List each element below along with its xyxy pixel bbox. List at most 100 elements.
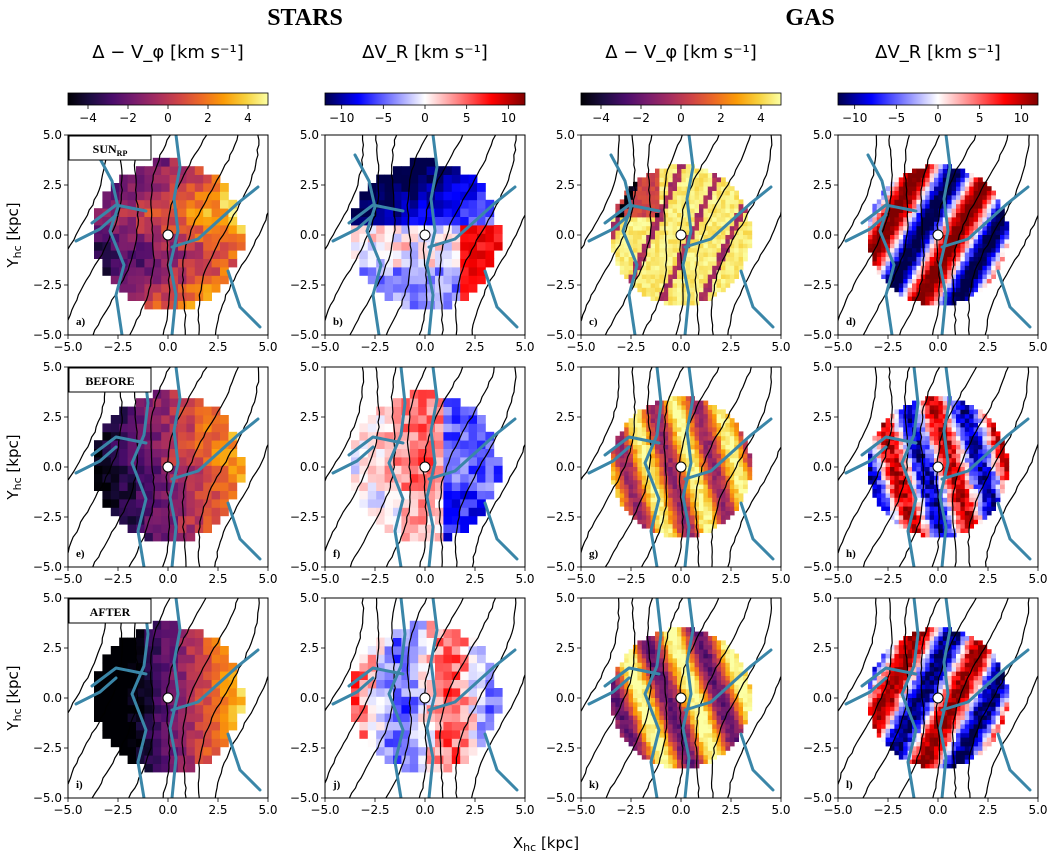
y-tick-label: −5.0 — [33, 791, 62, 805]
spiral-arm — [860, 435, 918, 457]
density-contour — [325, 598, 365, 712]
density-contour — [181, 598, 239, 798]
x-tick-label: 0.0 — [671, 803, 690, 817]
density-contour — [438, 367, 495, 567]
map-panel: −5.0 −2.5 0.0 2.5 5.0 5.0 2.5 0.0 −2.5 −5.0 d) — [803, 128, 1048, 354]
y-tick-label: −5.0 — [290, 328, 319, 342]
density-contour — [967, 135, 1030, 335]
svg-text:SUNRP: SUNRP — [93, 142, 128, 158]
y-tick-label: 5.0 — [43, 128, 62, 142]
x-tick-label: −2.5 — [360, 803, 389, 817]
y-tick-label: 5.0 — [43, 591, 62, 605]
colorbar-tick-label: 10 — [1014, 111, 1029, 125]
map-panel: −5.0 −2.5 0.0 2.5 5.0 5.0 2.5 0.0 −2.5 −5.0 j) — [290, 591, 535, 817]
density-contour — [951, 367, 1009, 567]
x-tick-label: 0.0 — [415, 340, 434, 354]
spiral-arm — [90, 435, 148, 457]
y-tick-label: 5.0 — [556, 591, 575, 605]
panel-label: f) — [333, 548, 341, 560]
density-contour — [581, 598, 636, 784]
density-contour — [470, 673, 525, 798]
spiral-arm — [681, 367, 695, 567]
y-tick-label: 2.5 — [556, 178, 575, 192]
sun-marker — [162, 692, 174, 704]
x-tick-label: −2.5 — [873, 803, 902, 817]
x-tick-label: 5.0 — [771, 803, 790, 817]
density-contour — [385, 367, 427, 567]
y-axis-label: Yhc [kpc] — [4, 202, 24, 268]
spiral-arm — [427, 648, 517, 712]
spiral-arm — [168, 598, 182, 798]
map-panel: −5.0 −2.5 0.0 2.5 5.0 5.0 2.5 0.0 −2.5 −5.0 i) AFTE… — [33, 591, 278, 817]
density-contour — [710, 367, 772, 567]
density-contour — [454, 598, 517, 798]
colorbar-tick-label: −4 — [79, 111, 97, 125]
y-tick-label: −2.5 — [803, 741, 832, 755]
spiral-arm — [860, 203, 918, 225]
y-tick-label: 2.5 — [556, 641, 575, 655]
density-contour — [967, 598, 1030, 798]
spiral-arm — [844, 445, 888, 475]
y-tick-label: 0.0 — [556, 691, 575, 705]
density-contour — [898, 598, 941, 798]
density-contour — [92, 135, 141, 335]
density-contour — [385, 598, 428, 798]
spiral-arm — [739, 501, 775, 561]
x-tick-label: 0.0 — [158, 340, 177, 354]
y-tick-label: 5.0 — [300, 591, 319, 605]
y-tick-label: 0.0 — [43, 228, 62, 242]
density-contour — [899, 135, 941, 335]
density-contour — [128, 367, 171, 567]
panel-label: h) — [846, 548, 856, 560]
spiral-arm — [603, 203, 661, 225]
density-contour — [604, 367, 653, 567]
x-tick-label: −5.0 — [53, 803, 82, 817]
x-tick-label: 5.0 — [515, 803, 534, 817]
y-tick-label: 5.0 — [813, 360, 832, 374]
y-tick-label: 5.0 — [813, 128, 832, 142]
y-tick-label: 2.5 — [813, 178, 832, 192]
y-tick-label: −5.0 — [290, 791, 319, 805]
y-tick-label: −5.0 — [803, 328, 832, 342]
y-tick-label: −2.5 — [803, 510, 832, 524]
x-tick-label: −2.5 — [360, 340, 389, 354]
y-tick-label: −5.0 — [546, 560, 575, 574]
panel-label: c) — [589, 316, 598, 328]
spiral-arm — [168, 367, 182, 567]
x-tick-label: 2.5 — [978, 572, 997, 586]
spiral-arm — [996, 732, 1032, 792]
spiral-arm — [427, 417, 517, 481]
y-tick-label: −5.0 — [290, 560, 319, 574]
y-tick-label: 5.0 — [300, 360, 319, 374]
spiral-arm — [74, 676, 118, 706]
x-tick-label: 5.0 — [515, 572, 534, 586]
colorbar-tick-label: −5 — [887, 111, 905, 125]
y-tick-label: 0.0 — [43, 691, 62, 705]
density-contour — [471, 213, 525, 335]
y-tick-label: 2.5 — [556, 410, 575, 424]
spiral-arm — [483, 732, 519, 792]
density-contour — [92, 367, 140, 567]
y-tick-label: 5.0 — [300, 128, 319, 142]
spiral-arm — [603, 666, 661, 688]
y-tick-label: 0.0 — [43, 460, 62, 474]
spiral-arm — [739, 269, 775, 329]
stars-title: STARS — [267, 5, 343, 31]
column-title: Δ − V_φ [km s⁻¹] — [92, 42, 244, 63]
density-contour — [967, 367, 1030, 567]
colorbar-tick-label: 5 — [463, 111, 471, 125]
colorbar-tick-label: 10 — [501, 111, 516, 125]
spiral-arm — [96, 153, 126, 335]
x-tick-label: −5.0 — [566, 572, 595, 586]
gas-title: GAS — [785, 5, 834, 31]
density-contour — [862, 367, 911, 567]
x-tick-label: 2.5 — [208, 340, 227, 354]
density-contour — [641, 367, 685, 567]
density-contour — [838, 598, 878, 713]
x-tick-label: 2.5 — [465, 340, 484, 354]
density-contour — [385, 135, 429, 335]
y-tick-label: −2.5 — [803, 278, 832, 292]
x-tick-label: 5.0 — [1028, 572, 1047, 586]
x-tick-label: −5.0 — [823, 572, 852, 586]
